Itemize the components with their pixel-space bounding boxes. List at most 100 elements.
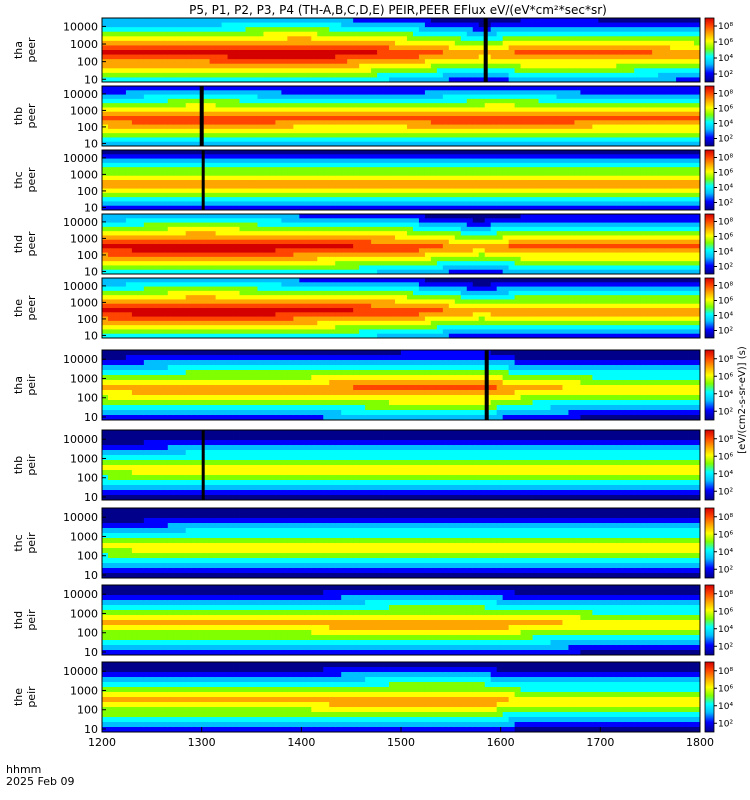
heatmap-cell xyxy=(634,63,641,69)
heatmap-cell xyxy=(365,197,372,202)
heatmap-cell xyxy=(137,261,145,266)
heatmap-cell xyxy=(610,205,617,211)
heatmap-cell xyxy=(634,54,641,60)
heatmap-cell xyxy=(305,205,312,211)
heatmap-cell xyxy=(221,90,228,95)
heatmap-cell xyxy=(125,36,133,42)
heatmap-cell xyxy=(604,68,611,74)
heatmap-cell xyxy=(335,154,342,159)
heatmap-cell xyxy=(412,31,420,37)
heatmap-cell xyxy=(664,50,671,55)
heatmap-cell xyxy=(305,252,312,258)
heatmap-cell xyxy=(622,63,629,69)
heatmap-cell xyxy=(508,141,516,147)
heatmap-cell xyxy=(538,50,545,55)
heatmap-cell xyxy=(125,120,133,125)
heatmap-cell xyxy=(215,222,222,228)
heatmap-cell xyxy=(221,137,228,143)
heatmap-cell xyxy=(652,167,659,172)
heatmap-cell xyxy=(436,162,444,168)
heatmap-cell xyxy=(598,22,605,28)
heatmap-cell xyxy=(466,154,474,159)
heatmap-cell xyxy=(442,77,450,83)
heatmap-cell xyxy=(335,120,342,125)
heatmap-cell xyxy=(143,226,151,232)
heatmap-cell xyxy=(514,201,521,207)
heatmap-cell xyxy=(179,90,187,95)
heatmap-cell xyxy=(514,50,521,55)
heatmap-cell xyxy=(676,162,683,168)
heatmap-cell xyxy=(598,50,605,55)
heatmap-cell xyxy=(143,54,151,60)
heatmap-cell xyxy=(311,116,318,121)
heatmap-cell xyxy=(496,180,504,185)
heatmap-cell xyxy=(341,133,348,138)
heatmap-cell xyxy=(239,94,246,100)
heatmap-cell xyxy=(424,197,432,202)
heatmap-cell xyxy=(670,162,677,168)
heatmap-cell xyxy=(257,256,264,262)
heatmap-cell xyxy=(371,184,378,189)
heatmap-cell xyxy=(155,205,163,211)
heatmap-cell xyxy=(125,226,133,232)
heatmap-cell xyxy=(580,120,587,125)
heatmap-cell xyxy=(353,235,360,241)
heatmap-cell xyxy=(682,180,689,185)
heatmap-cell xyxy=(329,98,336,104)
heatmap-cell xyxy=(412,72,420,78)
heatmap-cell xyxy=(185,175,193,181)
heatmap-cell xyxy=(239,192,246,198)
heatmap-cell xyxy=(305,128,312,134)
heatmap-cell xyxy=(149,244,157,249)
heatmap-cell xyxy=(424,150,432,155)
heatmap-cell xyxy=(227,72,234,78)
heatmap-cell xyxy=(125,124,133,130)
heatmap-cell xyxy=(257,162,264,168)
heatmap-cell xyxy=(676,103,683,108)
heatmap-cell xyxy=(119,252,127,258)
heatmap-cell xyxy=(197,54,205,60)
heatmap-cell xyxy=(251,158,258,164)
heatmap-cell xyxy=(239,154,246,159)
heatmap-cell xyxy=(490,72,498,78)
heatmap-cell xyxy=(556,98,563,104)
heatmap-cell xyxy=(371,222,378,228)
heatmap-cell xyxy=(197,261,205,266)
heatmap-cell xyxy=(401,248,408,253)
heatmap-cell xyxy=(377,111,384,117)
heatmap-cell xyxy=(257,150,264,155)
heatmap-cell xyxy=(359,261,366,266)
heatmap-cell xyxy=(580,171,587,177)
heatmap-cell xyxy=(335,111,342,117)
heatmap-cell xyxy=(574,107,581,113)
heatmap-cell xyxy=(335,128,342,134)
heatmap-cell xyxy=(670,98,677,104)
heatmap-cell xyxy=(395,63,402,69)
heatmap-cell xyxy=(568,188,575,194)
heatmap-cell xyxy=(418,90,426,95)
heatmap-cell xyxy=(203,116,211,121)
heatmap-cell xyxy=(113,226,121,232)
heatmap-cell xyxy=(287,192,294,198)
heatmap-cell xyxy=(341,239,348,245)
heatmap-cell xyxy=(335,107,342,113)
heatmap-cell xyxy=(102,68,109,74)
heatmap-cell xyxy=(263,103,270,108)
heatmap-cell xyxy=(245,218,252,223)
heatmap-cell xyxy=(658,111,665,117)
heatmap-cell xyxy=(347,162,354,168)
heatmap-cell xyxy=(203,180,211,185)
heatmap-cell xyxy=(454,197,462,202)
heatmap-cell xyxy=(269,171,276,177)
heatmap-cell xyxy=(185,252,193,258)
heatmap-cell xyxy=(406,235,414,241)
heatmap-cell xyxy=(580,18,587,23)
heatmap-cell xyxy=(574,98,581,104)
heatmap-cell xyxy=(269,72,276,78)
heatmap-cell xyxy=(646,192,653,198)
heatmap-cell xyxy=(155,175,163,181)
heatmap-cell xyxy=(544,154,551,159)
heatmap-cell xyxy=(586,197,593,202)
heatmap-cell xyxy=(646,22,653,28)
heatmap-cell xyxy=(275,192,282,198)
